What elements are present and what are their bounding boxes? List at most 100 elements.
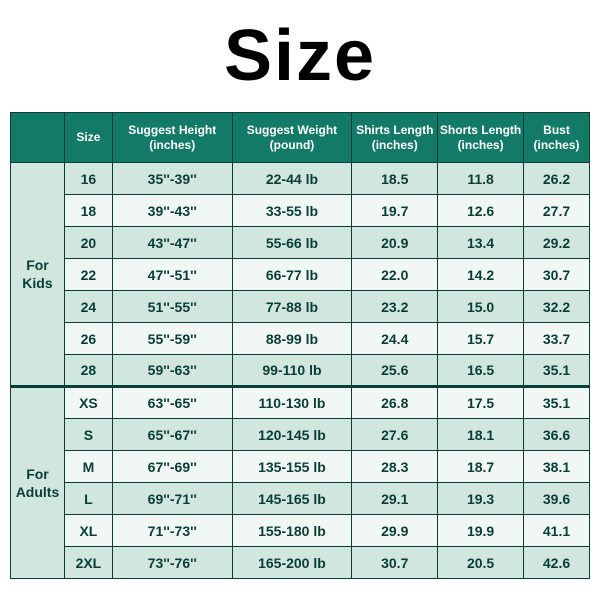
cell-size: M <box>64 451 112 483</box>
header-size: Size <box>64 113 112 163</box>
cell-shirt: 25.6 <box>352 355 438 387</box>
cell-height: 47''-51'' <box>112 259 232 291</box>
group-label: For Kids <box>11 163 65 387</box>
table-row: 2XL73''-76''165-200 lb30.720.542.6 <box>11 547 590 579</box>
cell-bust: 35.1 <box>524 355 590 387</box>
cell-shirt: 29.9 <box>352 515 438 547</box>
table-row: For AdultsXS63''-65''110-130 lb26.817.53… <box>11 387 590 419</box>
cell-weight: 155-180 lb <box>232 515 352 547</box>
cell-height: 63''-65'' <box>112 387 232 419</box>
cell-size: 24 <box>64 291 112 323</box>
table-row: 2451''-55''77-88 lb23.215.032.2 <box>11 291 590 323</box>
cell-bust: 35.1 <box>524 387 590 419</box>
cell-shirt: 20.9 <box>352 227 438 259</box>
cell-weight: 22-44 lb <box>232 163 352 195</box>
cell-bust: 39.6 <box>524 483 590 515</box>
cell-bust: 36.6 <box>524 419 590 451</box>
cell-height: 71''-73'' <box>112 515 232 547</box>
header-bust: Bust (inches) <box>524 113 590 163</box>
cell-size: S <box>64 419 112 451</box>
cell-shirt: 18.5 <box>352 163 438 195</box>
cell-bust: 42.6 <box>524 547 590 579</box>
cell-bust: 32.2 <box>524 291 590 323</box>
header-blank <box>11 113 65 163</box>
cell-height: 35''-39'' <box>112 163 232 195</box>
cell-short: 19.3 <box>438 483 524 515</box>
cell-short: 12.6 <box>438 195 524 227</box>
cell-short: 18.7 <box>438 451 524 483</box>
header-short: Shorts Length (inches) <box>438 113 524 163</box>
cell-short: 13.4 <box>438 227 524 259</box>
cell-weight: 165-200 lb <box>232 547 352 579</box>
cell-height: 67''-69'' <box>112 451 232 483</box>
header-weight: Suggest Weight (pound) <box>232 113 352 163</box>
cell-shirt: 23.2 <box>352 291 438 323</box>
cell-shirt: 30.7 <box>352 547 438 579</box>
cell-weight: 99-110 lb <box>232 355 352 387</box>
cell-weight: 88-99 lb <box>232 323 352 355</box>
cell-weight: 110-130 lb <box>232 387 352 419</box>
table-row: 2859''-63''99-110 lb25.616.535.1 <box>11 355 590 387</box>
cell-short: 18.1 <box>438 419 524 451</box>
cell-bust: 41.1 <box>524 515 590 547</box>
cell-short: 17.5 <box>438 387 524 419</box>
cell-shirt: 28.3 <box>352 451 438 483</box>
cell-size: XL <box>64 515 112 547</box>
cell-shirt: 22.0 <box>352 259 438 291</box>
cell-short: 19.9 <box>438 515 524 547</box>
cell-weight: 55-66 lb <box>232 227 352 259</box>
cell-bust: 33.7 <box>524 323 590 355</box>
cell-bust: 29.2 <box>524 227 590 259</box>
cell-bust: 30.7 <box>524 259 590 291</box>
group-label: For Adults <box>11 387 65 579</box>
table-row: 2247''-51''66-77 lb22.014.230.7 <box>11 259 590 291</box>
cell-weight: 145-165 lb <box>232 483 352 515</box>
cell-shirt: 29.1 <box>352 483 438 515</box>
table-row: S65''-67''120-145 lb27.618.136.6 <box>11 419 590 451</box>
cell-short: 16.5 <box>438 355 524 387</box>
header-row: Size Suggest Height (inches) Suggest Wei… <box>11 113 590 163</box>
cell-weight: 135-155 lb <box>232 451 352 483</box>
cell-size: 26 <box>64 323 112 355</box>
table-row: XL71''-73''155-180 lb29.919.941.1 <box>11 515 590 547</box>
cell-size: 16 <box>64 163 112 195</box>
cell-size: 22 <box>64 259 112 291</box>
table-body: For Kids1635''-39''22-44 lb18.511.826.21… <box>11 163 590 579</box>
cell-bust: 26.2 <box>524 163 590 195</box>
cell-size: 18 <box>64 195 112 227</box>
cell-weight: 33-55 lb <box>232 195 352 227</box>
chart-title: Size <box>224 15 376 97</box>
size-table: Size Suggest Height (inches) Suggest Wei… <box>10 112 590 579</box>
table-row: 2655''-59''88-99 lb24.415.733.7 <box>11 323 590 355</box>
table-row: L69''-71''145-165 lb29.119.339.6 <box>11 483 590 515</box>
cell-size: XS <box>64 387 112 419</box>
cell-height: 43''-47'' <box>112 227 232 259</box>
cell-short: 15.7 <box>438 323 524 355</box>
cell-height: 39''-43'' <box>112 195 232 227</box>
table-row: For Kids1635''-39''22-44 lb18.511.826.2 <box>11 163 590 195</box>
cell-bust: 38.1 <box>524 451 590 483</box>
cell-shirt: 24.4 <box>352 323 438 355</box>
table-row: 2043''-47''55-66 lb20.913.429.2 <box>11 227 590 259</box>
cell-height: 73''-76'' <box>112 547 232 579</box>
cell-shirt: 19.7 <box>352 195 438 227</box>
cell-short: 15.0 <box>438 291 524 323</box>
header-height: Suggest Height (inches) <box>112 113 232 163</box>
cell-short: 11.8 <box>438 163 524 195</box>
cell-height: 69''-71'' <box>112 483 232 515</box>
cell-weight: 66-77 lb <box>232 259 352 291</box>
cell-size: 28 <box>64 355 112 387</box>
cell-height: 59''-63'' <box>112 355 232 387</box>
cell-short: 20.5 <box>438 547 524 579</box>
header-shirt: Shirts Length (inches) <box>352 113 438 163</box>
cell-short: 14.2 <box>438 259 524 291</box>
cell-shirt: 26.8 <box>352 387 438 419</box>
cell-bust: 27.7 <box>524 195 590 227</box>
cell-height: 55''-59'' <box>112 323 232 355</box>
cell-weight: 120-145 lb <box>232 419 352 451</box>
table-row: M67''-69''135-155 lb28.318.738.1 <box>11 451 590 483</box>
cell-height: 51''-55'' <box>112 291 232 323</box>
cell-shirt: 27.6 <box>352 419 438 451</box>
cell-size: 2XL <box>64 547 112 579</box>
cell-height: 65''-67'' <box>112 419 232 451</box>
